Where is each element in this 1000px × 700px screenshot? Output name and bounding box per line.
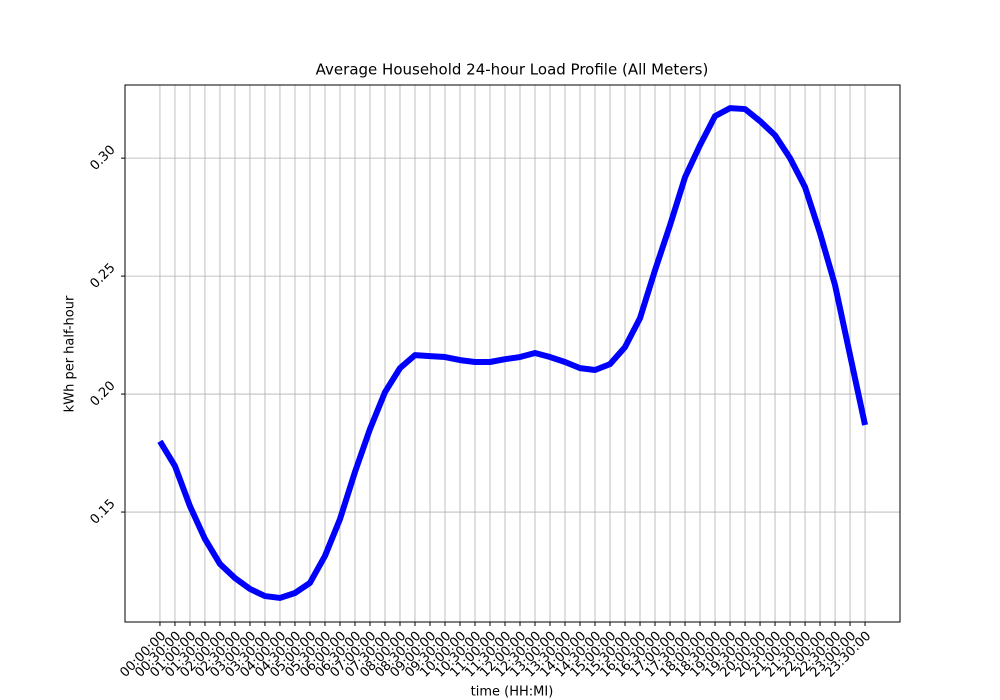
y-tick-label: 0.25 xyxy=(87,261,118,292)
y-tick-label: 0.20 xyxy=(87,379,118,410)
y-tick-label: 0.15 xyxy=(87,497,118,528)
y-axis-label: kWh per half-hour xyxy=(63,295,78,412)
x-axis-label: time (HH:MI) xyxy=(471,685,554,700)
line-series xyxy=(157,105,868,601)
plot-frame xyxy=(124,84,901,623)
chart-title: Average Household 24-hour Load Profile (… xyxy=(316,61,709,79)
y-tick-label: 0.30 xyxy=(87,143,118,174)
